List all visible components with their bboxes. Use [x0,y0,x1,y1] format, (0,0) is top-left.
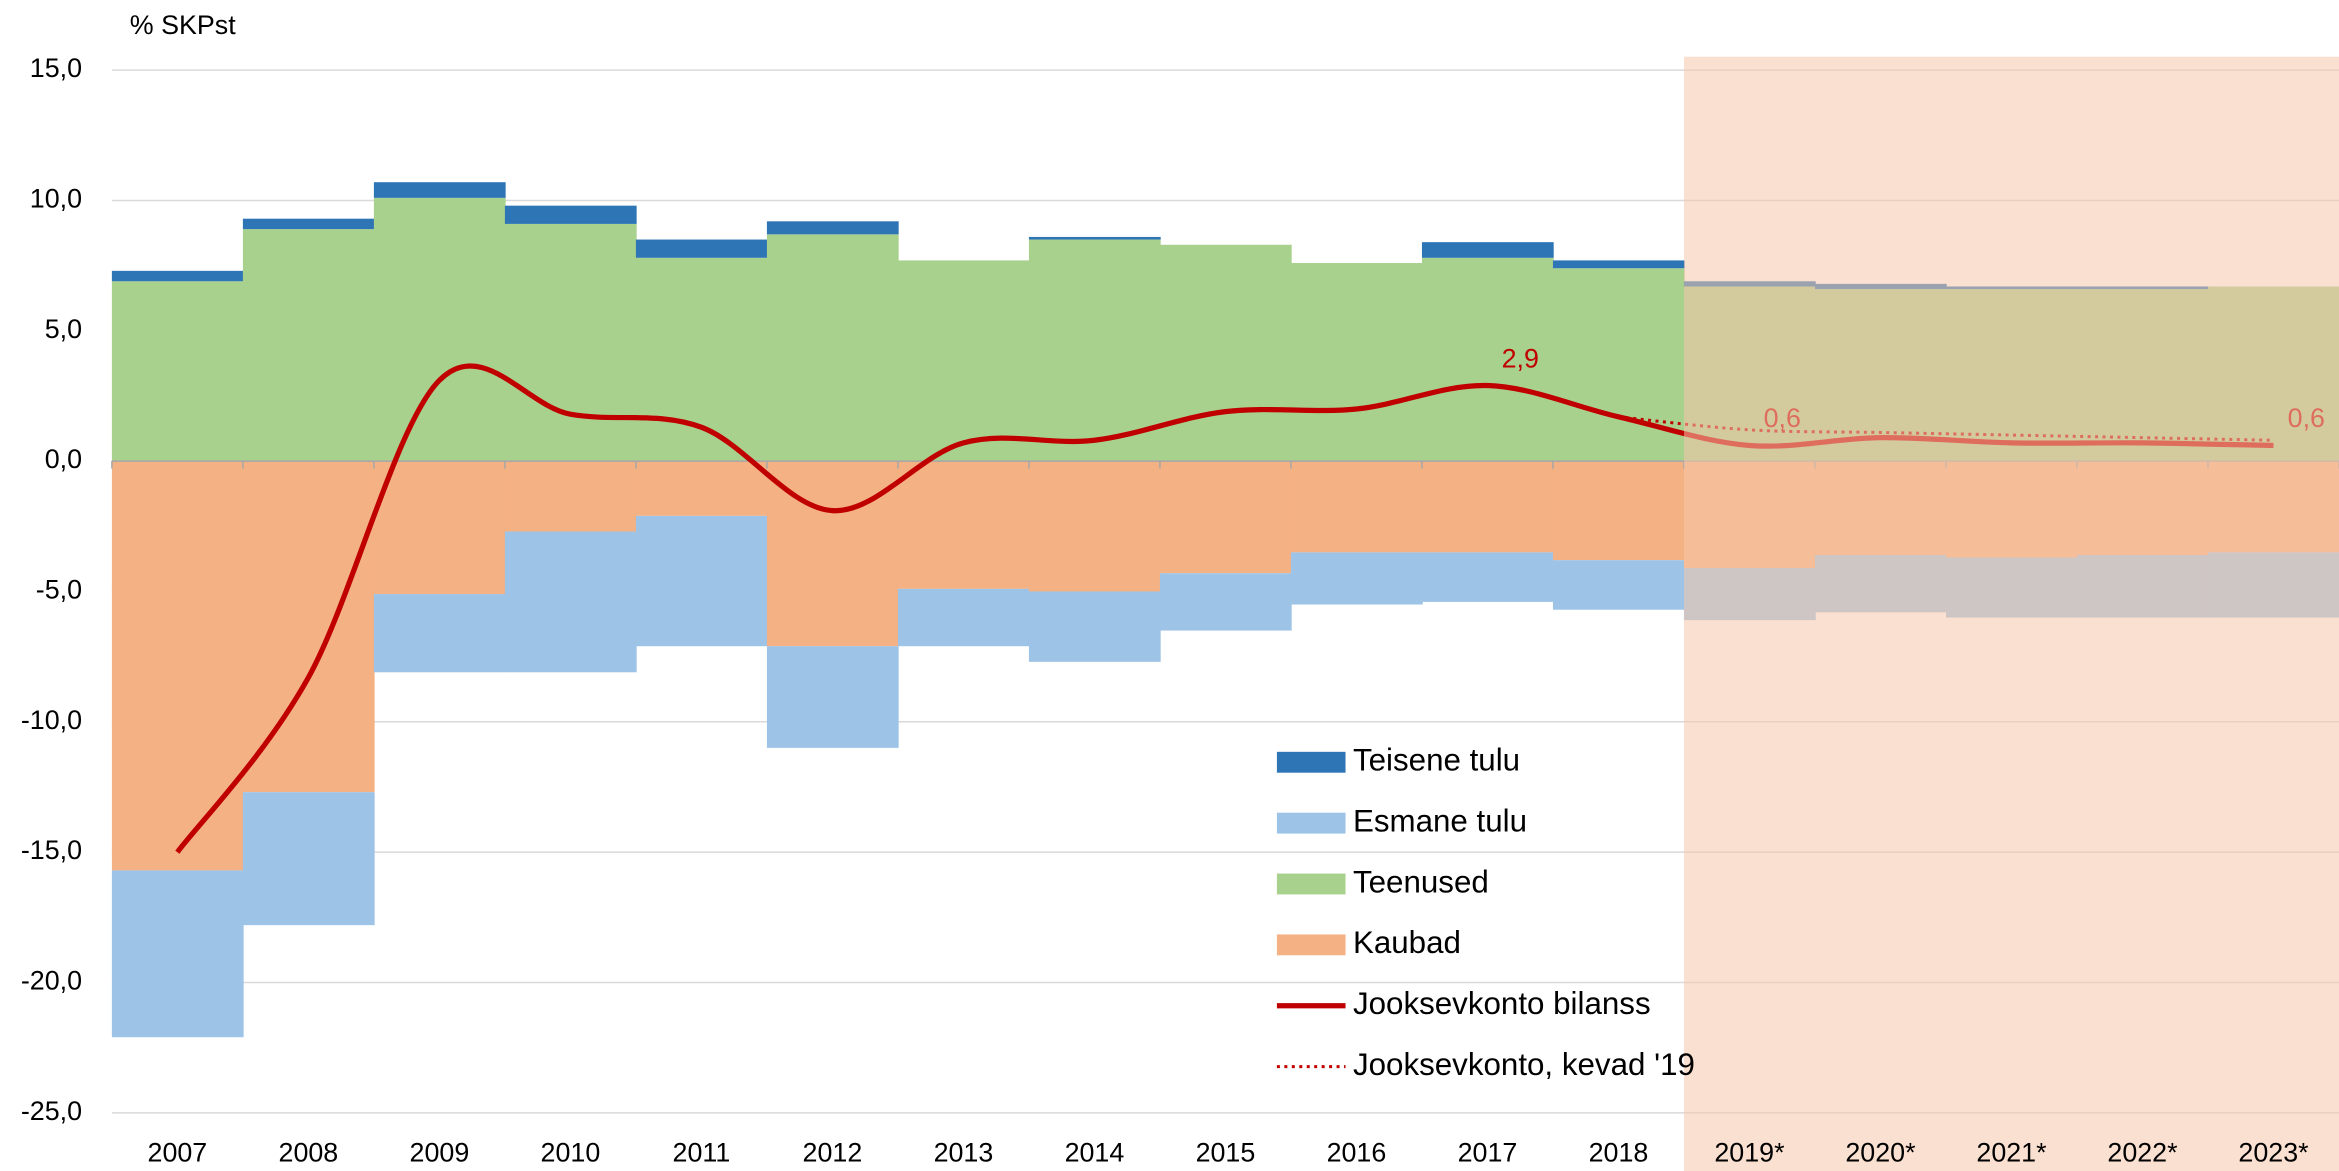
legend-label: Esmane tulu [1353,803,1527,838]
legend-swatch [1276,873,1346,895]
x-tick-label: 2018 [1589,1138,1649,1168]
x-tick-label: 2023* [2238,1138,2309,1168]
forecast-shade [1683,56,2339,1171]
area-step [504,205,637,224]
y-tick-label: 5,0 [45,314,82,344]
y-tick-label: -20,0 [21,966,82,996]
x-tick-label: 2008 [279,1138,339,1168]
x-tick-label: 2011 [673,1138,731,1168]
area-step [111,281,244,462]
y-tick-label: -10,0 [21,705,82,735]
area-step [766,646,899,748]
area-step [1159,573,1292,631]
y-tick-label: -15,0 [21,835,82,865]
area-step [897,260,1030,462]
x-tick-label: 2016 [1327,1138,1387,1168]
area-step [1552,268,1685,462]
area-step [242,229,375,462]
area-step [1552,560,1685,610]
y-tick-label: 15,0 [30,53,82,83]
area-step [504,223,637,462]
x-tick-label: 2020* [1845,1138,1916,1168]
area-step [1159,244,1292,462]
area-step [111,461,244,871]
area-step [1290,552,1423,605]
y-unit: % SKPst [130,10,236,40]
x-tick-label: 2012 [803,1138,863,1168]
area-step [373,461,506,595]
legend-label: Teenused [1353,864,1489,899]
legend-label: Jooksevkonto bilanss [1353,986,1651,1021]
legend-label: Teisene tulu [1353,743,1520,778]
y-tick-label: -5,0 [36,575,82,605]
area-step [1421,552,1554,602]
area-step [1159,461,1292,574]
area-step [504,531,637,673]
area-step [1028,461,1161,592]
x-tick-label: 2019* [1714,1138,1785,1168]
area-step [373,182,506,198]
area-step [897,588,1030,647]
area-step [504,461,637,532]
area-step [1552,260,1685,269]
area-step [1028,591,1161,662]
area-step [373,197,506,462]
area-step [766,221,899,235]
x-tick-label: 2013 [934,1138,994,1168]
area-step [635,461,768,516]
area-step [242,461,375,793]
area-step [635,239,768,258]
area-step [1421,461,1554,553]
x-tick-label: 2021* [1976,1138,2047,1168]
area-step [1421,257,1554,462]
area-step [766,234,899,462]
legend-label: Kaubad [1353,925,1461,960]
area-step [635,515,768,647]
area-step [897,461,1030,589]
x-tick-label: 2014 [1065,1138,1125,1168]
x-tick-label: 2022* [2107,1138,2178,1168]
legend-swatch [1276,934,1346,956]
y-tick-label: -25,0 [21,1096,82,1126]
y-tick-label: 10,0 [30,184,82,214]
area-step [373,594,506,673]
area-step [1421,242,1554,258]
x-tick-label: 2015 [1196,1138,1256,1168]
legend-swatch [1276,751,1346,773]
area-step [1290,461,1423,553]
area-step [1028,239,1161,462]
area-step [242,218,375,230]
legend-swatch [1276,812,1346,834]
x-tick-label: 2017 [1458,1138,1518,1168]
area-step [1552,461,1685,561]
x-tick-label: 2007 [148,1138,208,1168]
x-tick-label: 2010 [541,1138,601,1168]
area-step [111,870,244,1038]
legend-label: Jooksevkonto, kevad '19 [1353,1047,1695,1082]
data-label: 2,9 [1502,343,1539,373]
area-step [1290,263,1423,462]
area-step [1028,236,1161,240]
x-tick-label: 2009 [410,1138,470,1168]
area-step [635,257,768,462]
y-tick-label: 0,0 [45,444,82,474]
area-step [242,792,375,926]
area-step [111,270,244,282]
